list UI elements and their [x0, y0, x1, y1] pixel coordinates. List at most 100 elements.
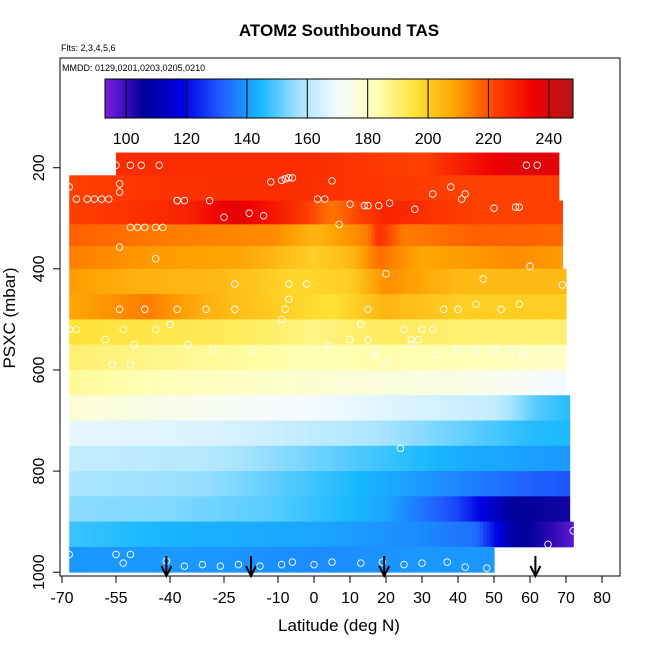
- data-point: [288, 558, 297, 566]
- heat-cell: [530, 344, 535, 371]
- heat-cell: [501, 521, 506, 548]
- heat-cell: [220, 319, 225, 346]
- heat-cell: [440, 246, 445, 270]
- heat-cell: [180, 246, 185, 270]
- heat-cell: [393, 268, 398, 295]
- heat-cell: [317, 521, 322, 548]
- heat-cell: [83, 344, 88, 371]
- heat-cell: [267, 395, 272, 421]
- heat-cell: [378, 496, 383, 523]
- heat-cell: [425, 369, 430, 396]
- heat-cell: [87, 175, 92, 201]
- heat-cell: [335, 445, 340, 472]
- heat-cell: [346, 200, 351, 225]
- heat-cell: [83, 175, 88, 201]
- heat-cell: [213, 152, 218, 176]
- heat-cell: [152, 471, 157, 497]
- heat-cell: [274, 319, 279, 346]
- heat-cell: [231, 546, 236, 573]
- heat-cell: [472, 175, 477, 201]
- heat-cell: [206, 200, 211, 225]
- heat-cell: [350, 521, 355, 548]
- heat-cell: [486, 445, 491, 472]
- heat-cell: [371, 200, 376, 225]
- heat-cell: [108, 246, 113, 270]
- heat-cell: [144, 246, 149, 270]
- heat-cell: [278, 224, 283, 247]
- heat-cell: [170, 344, 175, 371]
- heat-cell: [80, 521, 85, 548]
- heat-cell: [105, 445, 110, 472]
- heat-cell: [324, 445, 329, 472]
- heat-cell: [119, 395, 124, 421]
- heat-cell: [393, 496, 398, 523]
- heat-cell: [332, 445, 337, 472]
- heat-cell: [530, 521, 535, 548]
- heat-cell: [454, 224, 459, 247]
- heat-cell: [206, 152, 211, 176]
- heat-cell: [278, 471, 283, 497]
- heat-cell: [72, 344, 77, 371]
- heat-cell: [270, 344, 275, 371]
- heat-cell: [328, 521, 333, 548]
- heat-cell: [274, 395, 279, 421]
- heat-cell: [537, 294, 542, 320]
- heat-cell: [206, 344, 211, 371]
- heat-cell: [461, 546, 466, 573]
- heat-cell: [170, 175, 175, 201]
- heat-cell: [202, 268, 207, 295]
- heat-cell: [342, 546, 347, 573]
- heat-cell: [252, 294, 257, 320]
- heat-cell: [526, 369, 531, 396]
- heat-cell: [87, 319, 92, 346]
- heat-cell: [558, 395, 563, 421]
- heat-cell: [414, 344, 419, 371]
- heat-cell: [501, 471, 506, 497]
- heat-cell: [231, 496, 236, 523]
- heat-cell: [548, 152, 553, 176]
- heat-cell: [184, 521, 189, 548]
- heat-cell: [83, 369, 88, 396]
- heat-cell: [555, 496, 560, 523]
- heat-cell: [288, 445, 293, 472]
- heat-cell: [177, 152, 182, 176]
- heat-cell: [263, 224, 268, 247]
- heat-cell: [310, 496, 315, 523]
- heat-cell: [522, 268, 527, 295]
- data-point: [364, 335, 372, 344]
- heat-cell: [540, 246, 545, 270]
- heat-cell: [501, 224, 506, 247]
- heat-cell: [440, 395, 445, 421]
- heat-cell: [159, 521, 164, 548]
- heat-cell: [350, 268, 355, 295]
- heat-cell: [364, 200, 369, 225]
- heat-cell: [184, 496, 189, 523]
- heat-cell: [551, 224, 556, 247]
- heat-cell: [94, 224, 99, 247]
- heat-cell: [465, 369, 470, 396]
- heat-cell: [450, 268, 455, 295]
- heat-cell: [256, 200, 261, 225]
- heat-cell: [256, 319, 261, 346]
- heat-cell: [562, 420, 567, 447]
- heat-cell: [260, 246, 265, 270]
- x-tick-label: 30: [413, 590, 431, 607]
- heat-cell: [371, 224, 376, 247]
- heat-cell: [288, 521, 293, 548]
- heat-cell: [310, 319, 315, 346]
- heat-cell: [227, 496, 232, 523]
- heat-cell: [339, 175, 344, 201]
- plot-frame: [59, 57, 621, 577]
- heat-cell: [249, 294, 254, 320]
- heat-cell: [144, 152, 149, 176]
- heat-cell: [393, 319, 398, 346]
- heat-cell: [479, 420, 484, 447]
- heat-cell: [101, 546, 106, 573]
- heat-cell: [256, 369, 261, 396]
- heat-cell: [263, 395, 268, 421]
- heat-cell: [526, 445, 531, 472]
- heat-cell: [328, 420, 333, 447]
- heat-cell: [461, 319, 466, 346]
- heat-cell: [116, 319, 121, 346]
- heat-cell: [339, 319, 344, 346]
